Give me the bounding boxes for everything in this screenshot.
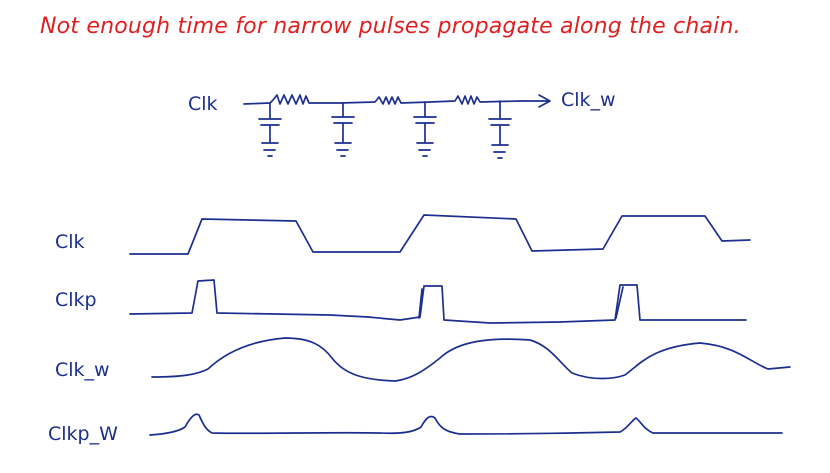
capacitor-to-ground <box>331 102 355 157</box>
capacitor-to-ground <box>258 102 282 157</box>
capacitor-to-ground <box>413 101 437 157</box>
waveform-label-clk: Clk <box>55 231 85 253</box>
circuit-output-label: Clk_w <box>561 89 616 111</box>
capacitor-to-ground <box>488 100 512 159</box>
rc-chain-schematic: Clk Clk_w <box>188 89 616 159</box>
clkp-w-waveform <box>149 413 783 436</box>
waveform-labels: Clk Clkp Clk_w Clkp_W <box>48 231 118 445</box>
waveform-label-clkp-w: Clkp_W <box>48 423 118 445</box>
clk-waveform <box>129 214 751 255</box>
clk-w-waveform <box>151 337 791 382</box>
circuit-input-label: Clk <box>188 93 218 115</box>
waveform-label-clk-w: Clk_w <box>55 359 110 381</box>
clkp-pulse-retrace <box>418 286 624 319</box>
slide-title: Not enough time for narrow pulses propag… <box>40 14 741 39</box>
rc-wire-with-resistors <box>243 94 550 105</box>
waveform-label-clkp: Clkp <box>55 289 97 311</box>
clkp-waveform <box>129 279 747 324</box>
output-arrow-icon <box>538 94 551 108</box>
